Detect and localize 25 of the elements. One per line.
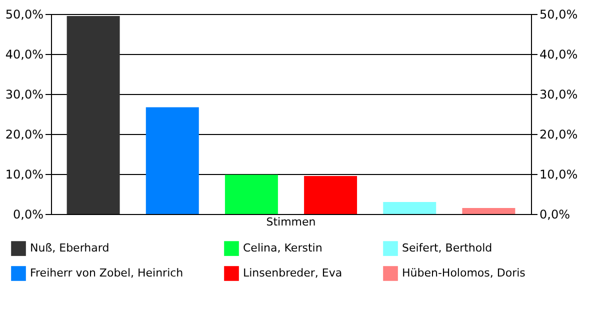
text: 20,0%	[540, 128, 578, 142]
bar	[383, 202, 436, 214]
text: 30,0%	[540, 88, 578, 102]
text: 50,0%	[540, 8, 578, 22]
bar	[66, 16, 120, 214]
text: 0,0%	[540, 208, 570, 222]
y-tick-label: 30,0%	[5, 88, 44, 102]
y-tick-label: 50,0%	[5, 8, 44, 22]
legend-label: Freiherr von Zobel, Heinrich	[30, 266, 184, 280]
text: 40,0%	[540, 48, 578, 62]
bar	[462, 208, 516, 214]
y-tick-label: 0,0%	[13, 208, 44, 222]
text: 10,0%	[540, 168, 578, 182]
y-tick-label: 40,0%	[5, 48, 44, 62]
legend-label: Linsenbreder, Eva	[243, 266, 342, 280]
bar	[304, 176, 358, 214]
y-tick-label: 10,0%	[5, 168, 44, 182]
bar	[146, 107, 199, 214]
y-tick-label: 20,0%	[5, 128, 44, 142]
legend-label: Seifert, Berthold	[402, 242, 492, 255]
legend-label: Celina, Kerstin	[243, 242, 322, 255]
legend-label: Hüben-Holomos, Doris	[402, 266, 526, 280]
bar	[224, 174, 278, 214]
x-tick-label: Stimmen	[266, 216, 316, 228]
legend-label: Nuß, Eberhard	[30, 242, 110, 255]
